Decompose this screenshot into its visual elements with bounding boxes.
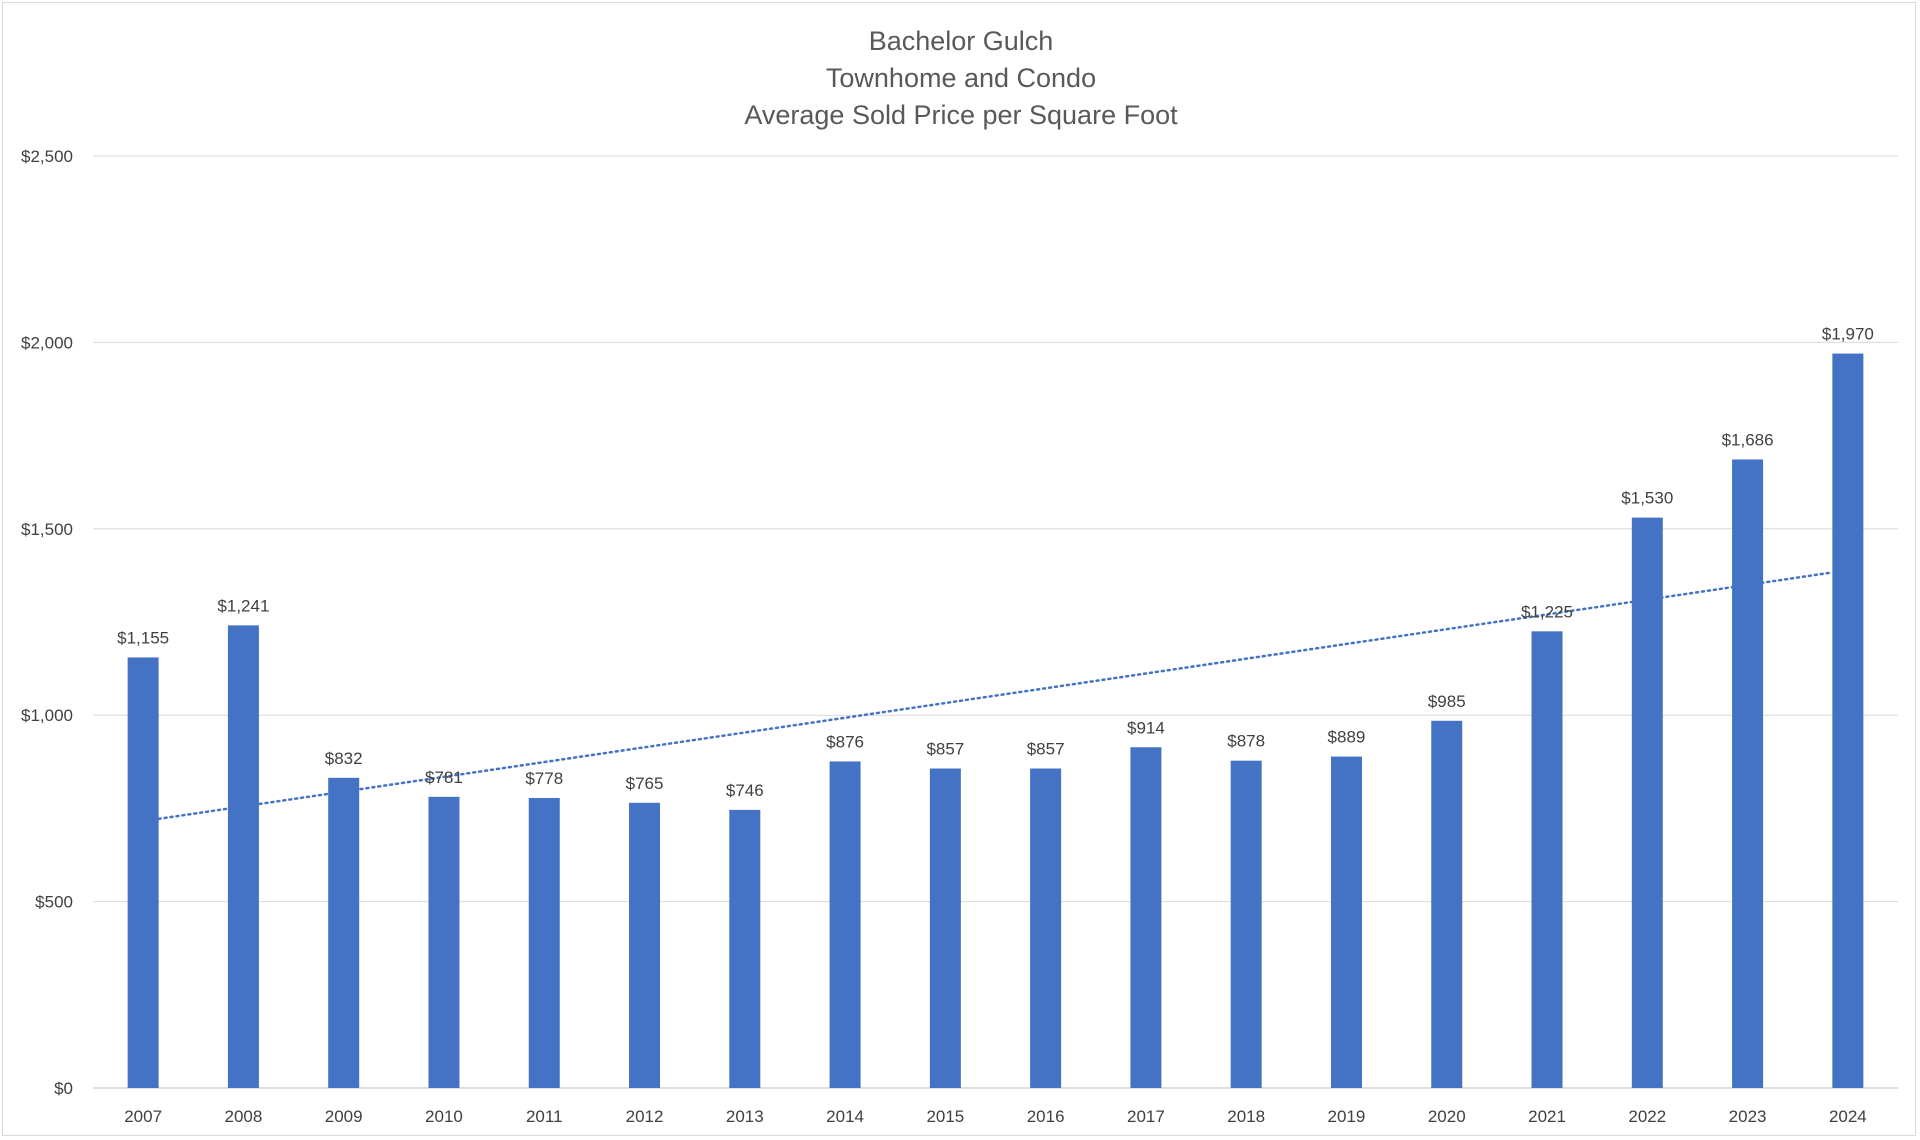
data-label-2018: $878 <box>1227 732 1265 751</box>
data-label-2007: $1,155 <box>117 628 169 647</box>
x-tick-label-2016: 2016 <box>1027 1107 1065 1126</box>
data-label-2011: $778 <box>525 769 563 788</box>
bar-2011 <box>528 797 560 1088</box>
x-tick-label-2009: 2009 <box>325 1107 363 1126</box>
bar-2018 <box>1230 760 1262 1088</box>
y-tick-label: $0 <box>54 1079 73 1098</box>
bar-2010 <box>428 796 460 1088</box>
y-tick-label: $2,500 <box>21 147 73 166</box>
x-tick-label-2008: 2008 <box>225 1107 263 1126</box>
bar-2012 <box>629 802 661 1088</box>
data-label-2019: $889 <box>1328 728 1366 747</box>
bar-2017 <box>1130 747 1162 1088</box>
data-label-2009: $832 <box>325 749 363 768</box>
bar-2019 <box>1330 756 1362 1088</box>
bar-2013 <box>729 809 761 1088</box>
bar-2016 <box>1030 768 1062 1088</box>
y-tick-label: $1,000 <box>21 706 73 725</box>
x-tick-label-2018: 2018 <box>1227 1107 1265 1126</box>
bar-2014 <box>829 761 861 1088</box>
x-tick-label-2010: 2010 <box>425 1107 463 1126</box>
data-label-2017: $914 <box>1127 718 1165 737</box>
bar-chart: Bachelor Gulch Townhome and Condo Average … <box>21 26 1898 1126</box>
data-labels: $1,155 $1,241 $832 $781 $778 $765 $746 $876 $857… <box>117 325 1874 800</box>
data-label-2016: $857 <box>1027 740 1065 759</box>
x-tick-label-2022: 2022 <box>1628 1107 1666 1126</box>
data-label-2010: $781 <box>425 768 463 787</box>
x-tick-label-2019: 2019 <box>1328 1107 1366 1126</box>
x-tick-label-2013: 2013 <box>726 1107 764 1126</box>
chart-title-line-3: Average Sold Price per Square Foot <box>744 100 1178 130</box>
data-label-2012: $765 <box>626 774 664 793</box>
bar-2021 <box>1531 631 1563 1088</box>
data-label-2021: $1,225 <box>1521 602 1573 621</box>
bar-2009 <box>328 777 360 1088</box>
y-tick-label: $2,000 <box>21 333 73 352</box>
x-tick-label-2015: 2015 <box>926 1107 964 1126</box>
x-tick-label-2014: 2014 <box>826 1107 864 1126</box>
x-tick-label-2007: 2007 <box>124 1107 162 1126</box>
data-label-2015: $857 <box>926 740 964 759</box>
x-tick-label-2024: 2024 <box>1829 1107 1867 1126</box>
data-label-2013: $746 <box>726 781 764 800</box>
x-tick-label-2011: 2011 <box>526 1107 563 1126</box>
bar-2022 <box>1631 517 1663 1088</box>
gridlines <box>93 155 1898 1089</box>
data-label-2023: $1,686 <box>1722 430 1774 449</box>
bar-2008 <box>227 625 259 1088</box>
bar-2024 <box>1832 353 1864 1089</box>
bars <box>127 353 1864 1089</box>
bar-2007 <box>127 657 159 1088</box>
data-label-2022: $1,530 <box>1621 489 1673 508</box>
y-axis-ticks: $0 $500 $1,000 $1,500 $2,000 $2,500 <box>21 147 73 1098</box>
y-tick-label: $1,500 <box>21 520 73 539</box>
data-label-2008: $1,241 <box>217 596 269 615</box>
chart-title-line-2: Townhome and Condo <box>826 63 1096 93</box>
y-tick-label: $500 <box>35 893 73 912</box>
trendline <box>157 571 1834 821</box>
bar-2015 <box>929 768 961 1088</box>
x-tick-label-2023: 2023 <box>1729 1107 1767 1126</box>
bar-2020 <box>1431 720 1463 1088</box>
bar-2023 <box>1732 459 1764 1088</box>
x-tick-label-2020: 2020 <box>1428 1107 1466 1126</box>
chart-title: Bachelor Gulch Townhome and Condo Average … <box>744 26 1178 130</box>
linear-trendline <box>157 571 1834 821</box>
chart-title-line-1: Bachelor Gulch <box>869 26 1054 56</box>
x-tick-label-2012: 2012 <box>626 1107 664 1126</box>
x-tick-label-2021: 2021 <box>1528 1107 1566 1126</box>
x-axis-ticks: 2007 2008 2009 2010 2011 2012 2013 2014 2015 2016… <box>124 1107 1867 1126</box>
x-tick-label-2017: 2017 <box>1127 1107 1165 1126</box>
data-label-2014: $876 <box>826 732 864 751</box>
data-label-2024: $1,970 <box>1822 325 1874 344</box>
data-label-2020: $985 <box>1428 692 1466 711</box>
